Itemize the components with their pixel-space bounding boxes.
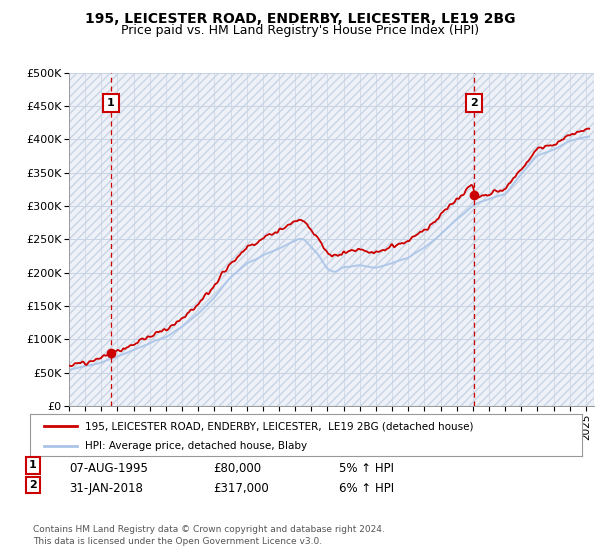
- Text: £80,000: £80,000: [213, 462, 261, 475]
- Text: £317,000: £317,000: [213, 482, 269, 494]
- Text: Price paid vs. HM Land Registry's House Price Index (HPI): Price paid vs. HM Land Registry's House …: [121, 24, 479, 37]
- Text: 5% ↑ HPI: 5% ↑ HPI: [339, 462, 394, 475]
- Text: Contains HM Land Registry data © Crown copyright and database right 2024.
This d: Contains HM Land Registry data © Crown c…: [33, 525, 385, 546]
- Text: 1: 1: [29, 460, 37, 470]
- Text: 07-AUG-1995: 07-AUG-1995: [69, 462, 148, 475]
- Text: 6% ↑ HPI: 6% ↑ HPI: [339, 482, 394, 494]
- Text: 31-JAN-2018: 31-JAN-2018: [69, 482, 143, 494]
- Text: 2: 2: [470, 98, 478, 108]
- Text: HPI: Average price, detached house, Blaby: HPI: Average price, detached house, Blab…: [85, 441, 307, 451]
- Text: 195, LEICESTER ROAD, ENDERBY, LEICESTER, LE19 2BG: 195, LEICESTER ROAD, ENDERBY, LEICESTER,…: [85, 12, 515, 26]
- Text: 1: 1: [107, 98, 115, 108]
- Text: 195, LEICESTER ROAD, ENDERBY, LEICESTER,  LE19 2BG (detached house): 195, LEICESTER ROAD, ENDERBY, LEICESTER,…: [85, 421, 474, 431]
- Text: 2: 2: [29, 480, 37, 490]
